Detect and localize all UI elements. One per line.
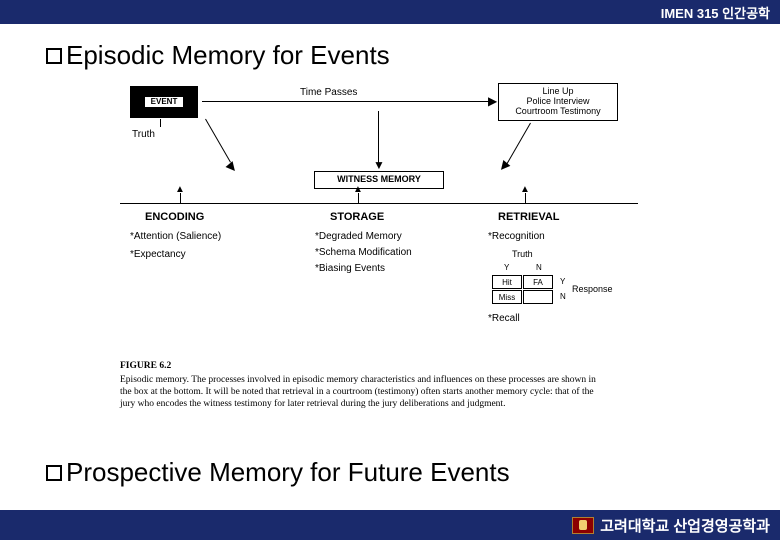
event-label: EVENT — [145, 97, 184, 108]
header-bar: IMEN 315 인간공학 — [0, 0, 780, 24]
figure-body: Episodic memory. The processes involved … — [120, 375, 596, 409]
diagram: EVENT Truth ▶ Time Passes Line Up Police… — [110, 81, 670, 431]
matrix-response: Response — [572, 284, 613, 294]
storage-item-2: *Biasing Events — [315, 263, 385, 274]
matrix-recall: *Recall — [488, 313, 520, 324]
matrix-y-col: Y — [504, 263, 509, 272]
heading-prospective: Prospective Memory for Future Events — [46, 457, 510, 488]
time-arrow-line — [202, 101, 492, 102]
retrieval-item-0: *Recognition — [488, 231, 545, 242]
matrix-fa: FA — [523, 275, 553, 289]
matrix-blank — [523, 290, 553, 304]
figure-title: FIGURE 6.2 — [120, 361, 600, 373]
heading-episodic: Episodic Memory for Events — [46, 40, 734, 71]
heading-episodic-text: Episodic Memory for Events — [66, 40, 390, 71]
stor-arrow: ▲ — [353, 185, 363, 195]
content-area: Episodic Memory for Events EVENT Truth ▶… — [0, 24, 780, 431]
arrow-event-witness-head: ▶ — [225, 160, 240, 175]
encoding-item-1: *Expectancy — [130, 249, 186, 260]
lineup-line-2: Courtroom Testimony — [515, 107, 600, 117]
separator-line — [120, 203, 638, 204]
time-passes-label: Time Passes — [300, 87, 357, 98]
bullet-icon-2 — [46, 465, 62, 481]
storage-title: STORAGE — [330, 211, 384, 223]
time-arrow-head: ▶ — [488, 95, 497, 107]
footer-bar: 고려대학교 산업경영공학과 — [0, 510, 780, 540]
retr-arrow: ▲ — [520, 185, 530, 195]
witness-memory-text: WITNESS MEMORY — [337, 175, 421, 185]
matrix-hit: Hit — [492, 275, 522, 289]
matrix-truth: Truth — [512, 249, 533, 259]
retrieval-title: RETRIEVAL — [498, 211, 560, 223]
truth-label-top: Truth — [132, 129, 155, 140]
witness-memory-box: WITNESS MEMORY — [314, 171, 444, 189]
matrix-n-row: N — [560, 292, 566, 301]
arrow-event-witness — [205, 119, 231, 163]
enc-arrow: ▲ — [175, 185, 185, 195]
arrow-time-witness-head: ▼ — [373, 159, 385, 171]
university-logo-icon — [572, 517, 594, 534]
encoding-item-0: *Attention (Salience) — [130, 231, 221, 242]
matrix-miss: Miss — [492, 290, 522, 304]
truth-tick — [160, 119, 161, 127]
storage-item-0: *Degraded Memory — [315, 231, 402, 242]
lineup-box: Line Up Police Interview Courtroom Testi… — [498, 83, 618, 121]
heading-prospective-text: Prospective Memory for Future Events — [66, 457, 510, 488]
encoding-title: ENCODING — [145, 211, 204, 223]
event-box: EVENT — [130, 86, 198, 118]
course-code: IMEN 315 인간공학 — [661, 3, 770, 22]
bullet-icon — [46, 48, 62, 64]
matrix-y-row: Y — [560, 277, 565, 286]
arrow-lineup-witness — [505, 123, 531, 167]
figure-caption: FIGURE 6.2 Episodic memory. The processe… — [120, 361, 600, 411]
arrow-lineup-witness-head: ▶ — [497, 160, 512, 175]
university-name: 고려대학교 산업경영공학과 — [600, 515, 770, 536]
matrix-n-col: N — [536, 263, 542, 272]
storage-item-1: *Schema Modification — [315, 247, 412, 258]
